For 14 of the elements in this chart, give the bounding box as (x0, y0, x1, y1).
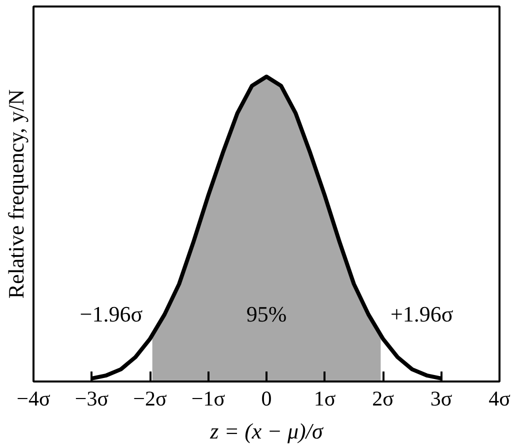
x-tick-label: 1σ (314, 386, 336, 410)
x-axis-title: z = (x − μ)/σ (209, 418, 324, 444)
x-tick-label: 2σ (372, 386, 394, 410)
x-tick-label: 4σ (488, 386, 510, 410)
x-tick-label: −3σ (74, 386, 109, 410)
x-tick-label: −4σ (16, 386, 50, 410)
y-axis-title: Relative frequency, y/N (4, 89, 28, 299)
annotation: +1.96σ (390, 302, 454, 326)
annotation: −1.96σ (80, 302, 143, 326)
x-tick-label: −1σ (191, 386, 226, 410)
x-tick-label: 3σ (430, 386, 452, 410)
x-tick-label: −2σ (133, 386, 167, 410)
x-tick-label: 0 (261, 386, 272, 410)
annotation: 95% (246, 302, 287, 326)
